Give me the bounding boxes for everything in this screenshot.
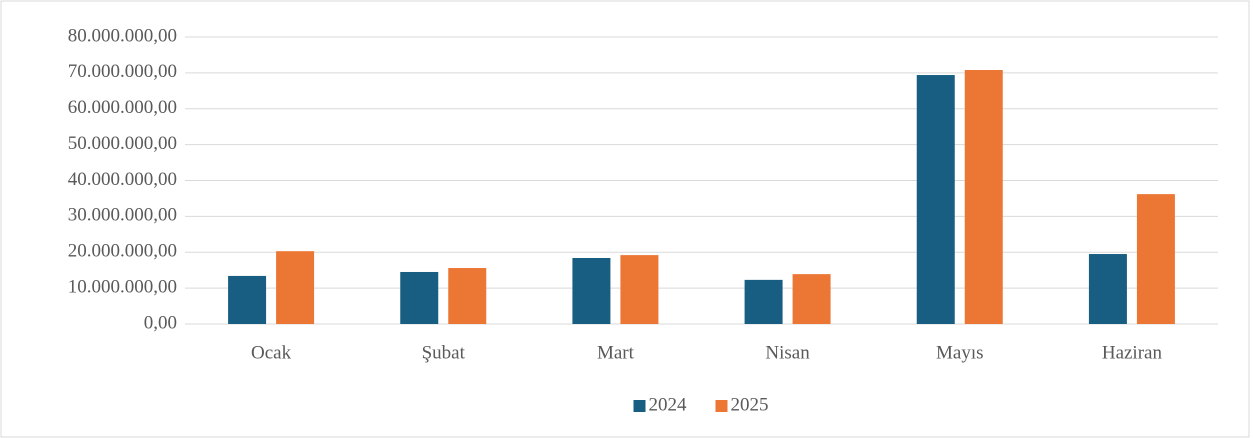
bar xyxy=(792,274,831,324)
bar xyxy=(620,255,659,324)
x-tick-label: Mart xyxy=(597,342,635,363)
y-tick-label: 30.000.000,00 xyxy=(68,205,177,226)
y-tick-label: 60.000.000,00 xyxy=(68,97,177,118)
legend-swatch xyxy=(715,400,728,412)
x-tick-label: Nisan xyxy=(765,342,810,363)
legend-swatch xyxy=(633,400,646,412)
x-tick-label: Haziran xyxy=(1102,342,1163,363)
y-tick-label: 20.000.000,00 xyxy=(68,241,177,262)
bar xyxy=(916,75,955,324)
x-tick-label: Mayıs xyxy=(936,342,984,363)
bar xyxy=(276,251,315,324)
bar xyxy=(1136,194,1175,324)
legend-label: 2024 xyxy=(649,394,688,415)
bar xyxy=(400,271,439,324)
bar xyxy=(964,70,1003,324)
x-tick-label: Şubat xyxy=(422,342,466,363)
y-tick-label: 0,00 xyxy=(144,312,177,333)
legend-label: 2025 xyxy=(731,394,769,415)
y-tick-label: 70.000.000,00 xyxy=(68,61,177,82)
bar xyxy=(448,268,487,324)
bar xyxy=(744,279,783,324)
bar xyxy=(572,257,611,324)
y-tick-label: 50.000.000,00 xyxy=(68,133,177,154)
y-tick-label: 40.000.000,00 xyxy=(68,169,177,190)
y-tick-label: 10.000.000,00 xyxy=(68,276,177,297)
y-tick-label: 80.000.000,00 xyxy=(68,25,177,46)
bar xyxy=(228,275,267,324)
x-tick-label: Ocak xyxy=(251,342,292,363)
bar xyxy=(1088,254,1127,324)
